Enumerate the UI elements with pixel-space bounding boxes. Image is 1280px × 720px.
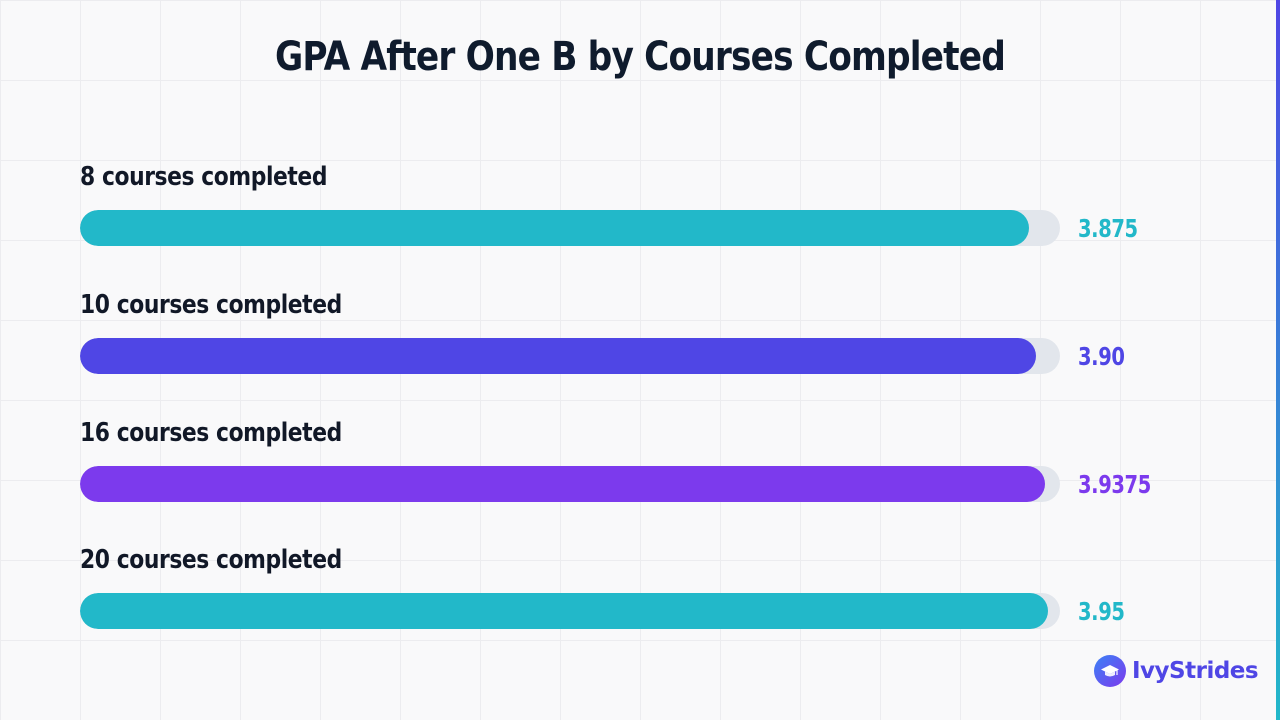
bar-track [80, 338, 1060, 374]
bar-track [80, 593, 1060, 629]
bar-row: 16 courses completed 3.9375 [0, 418, 1280, 518]
accent-stripe [1276, 0, 1280, 720]
chart-title: GPA After One B by Courses Completed [275, 34, 1006, 80]
bar-category-label: 20 courses completed [80, 545, 342, 575]
brand-name: IvyStrides [1132, 658, 1259, 684]
bar [80, 593, 1048, 629]
bar-row: 20 courses completed 3.95 [0, 545, 1280, 645]
bar-track [80, 466, 1060, 502]
bar-value-label: 3.9375 [1078, 470, 1151, 499]
bar-category-label: 10 courses completed [80, 290, 342, 320]
bar [80, 210, 1030, 246]
bar-row: 8 courses completed 3.875 [0, 162, 1280, 262]
bar-value-label: 3.95 [1078, 597, 1125, 626]
bar-category-label: 16 courses completed [80, 418, 342, 448]
bar-category-label: 8 courses completed [80, 162, 328, 192]
brand-watermark: IvyStrides [1094, 655, 1259, 687]
bar [80, 466, 1045, 502]
bar-track [80, 210, 1060, 246]
bar-row: 10 courses completed 3.90 [0, 290, 1280, 390]
bar [80, 338, 1036, 374]
graduation-cap-icon [1094, 655, 1126, 687]
bar-value-label: 3.875 [1078, 214, 1138, 243]
bar-value-label: 3.90 [1078, 342, 1125, 371]
